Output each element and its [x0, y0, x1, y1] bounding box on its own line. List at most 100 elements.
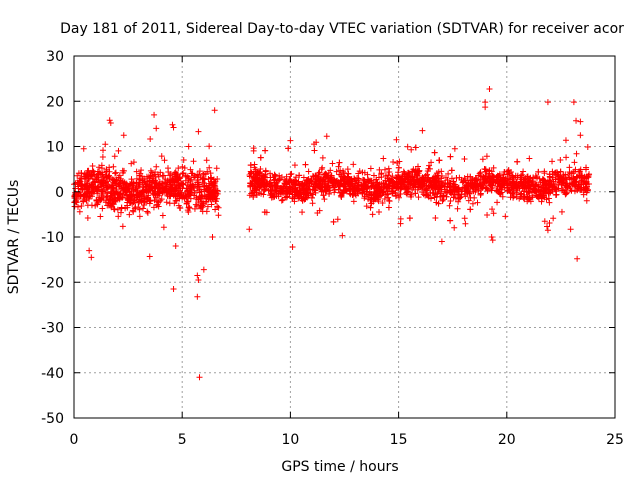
data-point: [335, 186, 342, 193]
data-point: [376, 208, 383, 215]
data-point: [428, 159, 435, 166]
data-point: [584, 143, 591, 150]
data-point: [98, 192, 105, 199]
data-point: [540, 177, 547, 184]
data-point: [132, 204, 139, 211]
data-point: [88, 169, 95, 176]
data-point: [99, 205, 106, 212]
data-point: [190, 183, 197, 190]
data-point: [305, 186, 312, 193]
data-point: [367, 197, 374, 204]
data-point: [409, 168, 416, 175]
data-point: [266, 180, 273, 187]
data-point: [438, 186, 445, 193]
data-point: [176, 182, 183, 189]
y-tick-label: -20: [41, 275, 64, 291]
data-point: [271, 171, 278, 178]
data-point: [194, 293, 201, 300]
y-tick-label: 10: [46, 140, 64, 156]
data-point: [482, 99, 489, 106]
data-point: [195, 128, 202, 135]
data-point: [396, 175, 403, 182]
data-point: [289, 191, 296, 198]
data-point: [197, 205, 204, 212]
data-point: [329, 182, 336, 189]
data-point: [462, 220, 469, 227]
data-point: [405, 173, 412, 180]
data-point: [196, 168, 203, 175]
data-point: [407, 180, 414, 187]
data-point: [479, 156, 486, 163]
data-point: [88, 181, 95, 188]
data-point: [388, 188, 395, 195]
data-point: [409, 186, 416, 193]
data-point: [189, 170, 196, 177]
data-point: [555, 185, 562, 192]
data-point: [455, 188, 462, 195]
data-point: [577, 132, 584, 139]
data-point: [112, 169, 119, 176]
data-point: [78, 203, 85, 210]
data-point: [415, 194, 422, 201]
data-point: [472, 186, 479, 193]
data-point: [320, 192, 327, 199]
data-point: [336, 159, 343, 166]
data-point: [483, 185, 490, 192]
data-point: [194, 272, 201, 279]
data-point: [351, 175, 358, 182]
data-point: [339, 168, 346, 175]
data-point: [577, 118, 584, 125]
data-point: [169, 184, 176, 191]
data-point: [171, 190, 178, 197]
data-point: [471, 194, 478, 201]
data-point: [195, 195, 202, 202]
data-point: [212, 206, 219, 213]
data-point: [102, 141, 109, 148]
data-point: [282, 178, 289, 185]
data-point: [580, 175, 587, 182]
data-point: [401, 169, 408, 176]
data-point: [437, 183, 444, 190]
data-point: [341, 184, 348, 191]
data-point: [163, 183, 170, 190]
data-point: [212, 178, 219, 185]
data-point: [123, 186, 130, 193]
data-point: [392, 183, 399, 190]
data-point: [329, 160, 336, 167]
data-point: [296, 172, 303, 179]
data-point: [136, 181, 143, 188]
data-point: [195, 276, 202, 283]
data-point: [340, 176, 347, 183]
data-point: [153, 163, 160, 170]
data-point: [78, 182, 85, 189]
data-point: [423, 171, 430, 178]
data-point: [315, 173, 322, 180]
data-point: [133, 168, 140, 175]
x-axis-label: GPS time / hours: [281, 459, 398, 475]
data-point: [507, 189, 514, 196]
data-point: [506, 170, 513, 177]
data-point: [110, 163, 117, 170]
data-point: [434, 190, 441, 197]
data-point: [526, 155, 533, 162]
data-point: [185, 209, 192, 216]
data-point: [199, 176, 206, 183]
data-point: [155, 181, 162, 188]
data-point: [138, 198, 145, 205]
data-point: [249, 187, 256, 194]
data-point: [166, 179, 173, 186]
data-point: [350, 161, 357, 168]
data-point: [83, 194, 90, 201]
data-point: [77, 193, 84, 200]
data-point: [312, 178, 319, 185]
data-point: [267, 186, 274, 193]
data-point: [130, 184, 137, 191]
data-point: [163, 189, 170, 196]
data-point: [184, 198, 191, 205]
data-point: [397, 191, 404, 198]
data-point: [180, 157, 187, 164]
data-point: [213, 165, 220, 172]
data-point: [215, 204, 222, 211]
data-point: [334, 216, 341, 223]
data-point: [381, 184, 388, 191]
